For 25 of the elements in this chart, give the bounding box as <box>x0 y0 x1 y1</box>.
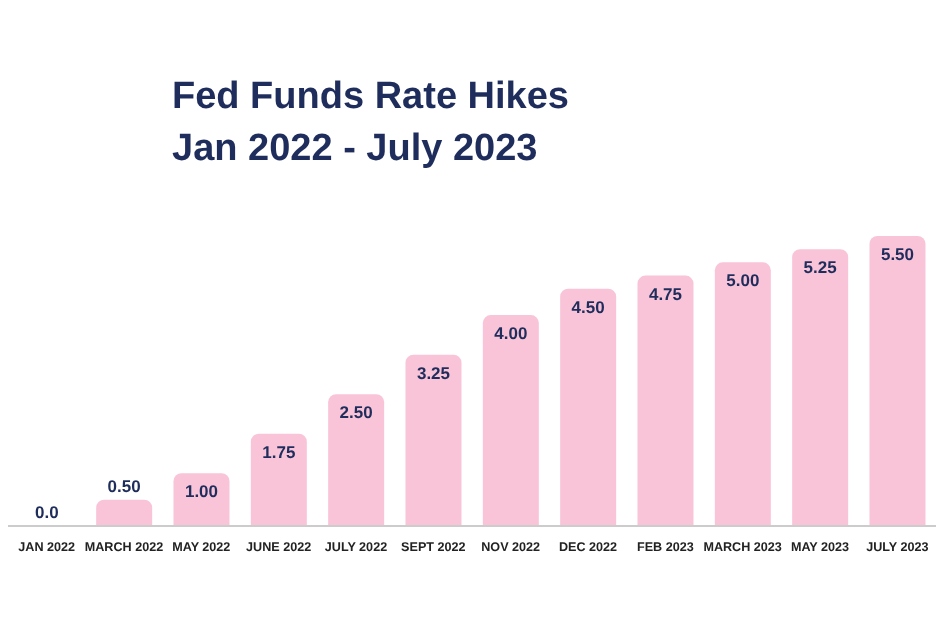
data-label: 4.50 <box>571 296 606 317</box>
data-label: 0.0 <box>35 502 60 522</box>
bar <box>714 262 771 526</box>
bar <box>405 354 462 526</box>
bar <box>173 473 230 526</box>
data-label: 0.50 <box>107 475 142 496</box>
bar <box>250 433 307 526</box>
bar <box>482 315 539 526</box>
bar <box>96 499 153 526</box>
data-label: 1.75 <box>262 441 296 462</box>
bar <box>792 249 849 526</box>
bar <box>637 275 694 526</box>
chart-title: Fed Funds Rate Hikes <box>172 76 569 120</box>
data-label: 5.00 <box>726 270 760 291</box>
data-label: 1.00 <box>184 481 219 502</box>
data-label: 4.00 <box>494 323 528 344</box>
data-label: 5.50 <box>880 244 915 264</box>
bar <box>560 288 617 526</box>
bar <box>328 394 385 526</box>
data-label: 2.50 <box>339 402 374 423</box>
data-label: 5.25 <box>803 257 838 278</box>
chart-subtitle: Jan 2022 - July 2023 <box>172 128 538 172</box>
bar <box>869 236 926 526</box>
data-label: 4.75 <box>648 283 683 304</box>
data-label: 3.25 <box>416 362 451 383</box>
